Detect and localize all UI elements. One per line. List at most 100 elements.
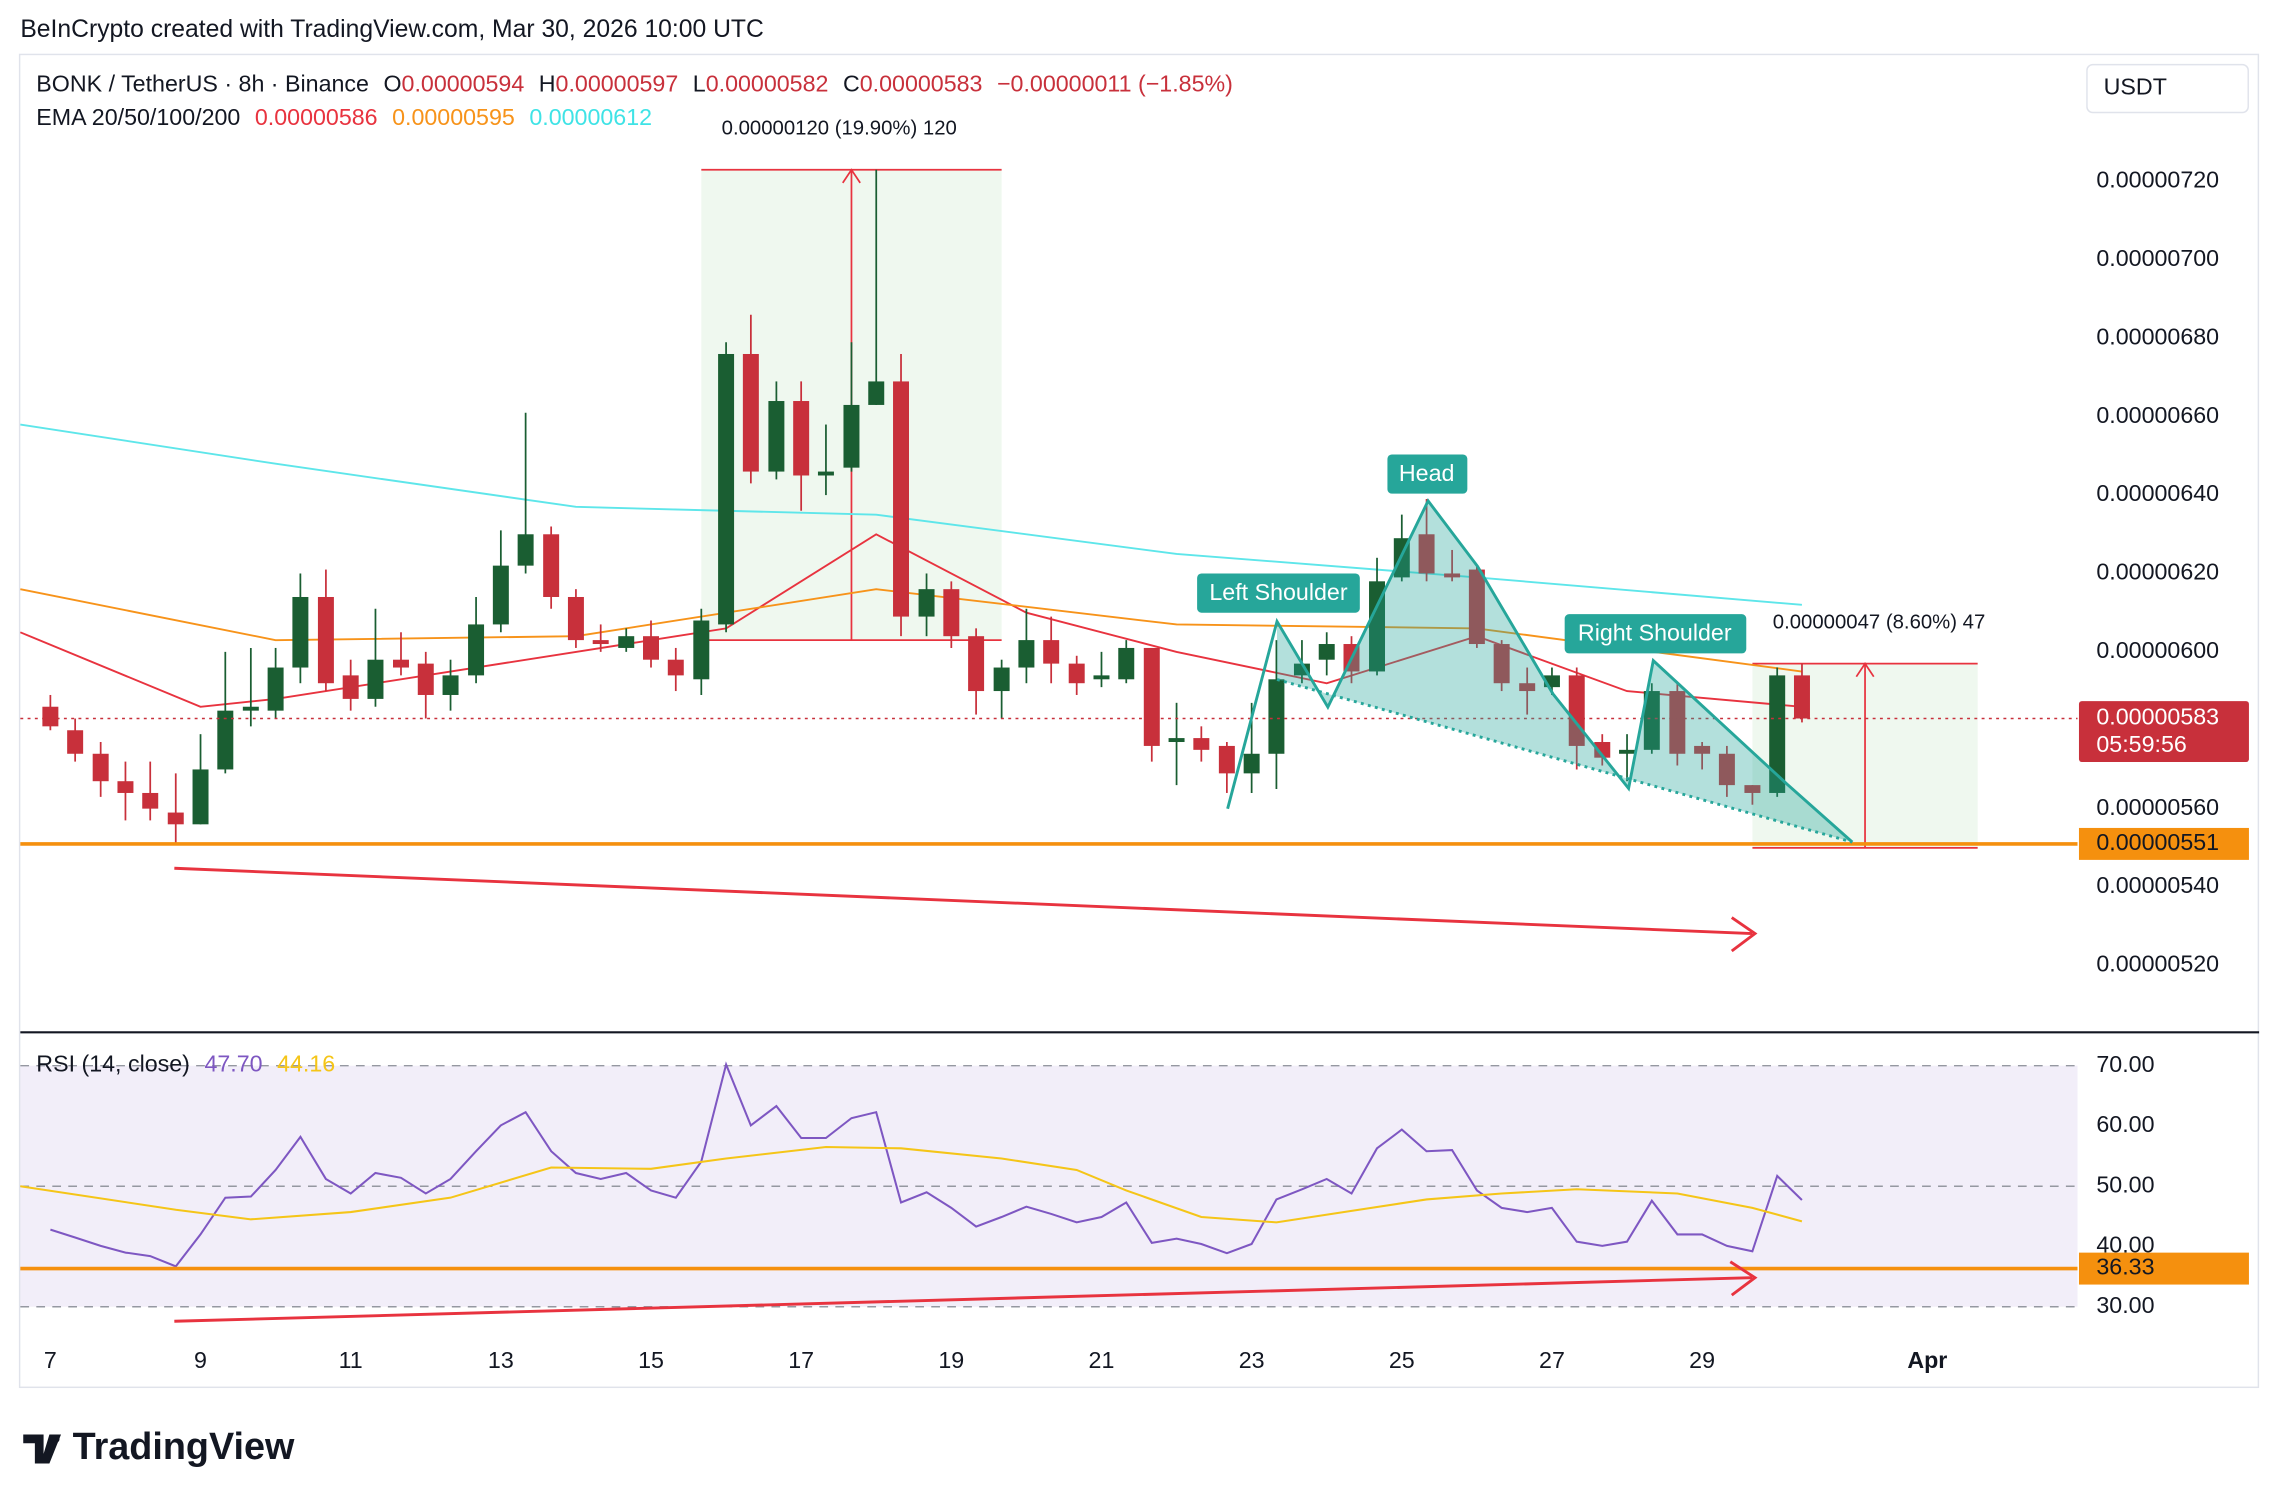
- candle-body: [1068, 663, 1085, 684]
- x-tick-label: 7: [44, 1347, 57, 1373]
- y-tick-label: 0.00000540: [2096, 872, 2219, 898]
- logo-text: TradingView: [73, 1426, 295, 1468]
- candle-body: [592, 640, 609, 645]
- candle-body: [943, 589, 960, 637]
- y-tick-label: 0.00000700: [2096, 245, 2219, 271]
- candle-body: [1193, 738, 1210, 750]
- candle-body: [918, 589, 935, 617]
- candle-body: [567, 596, 584, 641]
- candle-body: [468, 624, 485, 676]
- ema-legend: EMA 20/50/100/200 0.00000586 0.00000595 0.0…: [36, 104, 652, 130]
- candle-body: [893, 381, 910, 617]
- candle-body: [42, 706, 59, 727]
- label-box: [1197, 573, 1360, 613]
- candle-body: [417, 663, 434, 695]
- candle-body: [492, 565, 509, 625]
- candle-body: [1243, 753, 1260, 774]
- x-tick-label: 13: [488, 1347, 514, 1373]
- candle-body: [618, 636, 635, 648]
- chart-frame: [18, 53, 2260, 1389]
- y-tick-label: 0.00000600: [2096, 637, 2219, 663]
- x-tick-label: 27: [1539, 1347, 1565, 1373]
- arrow-head: [1730, 916, 1758, 953]
- support-label: 0.00000551: [2096, 829, 2219, 855]
- candle-body: [1718, 753, 1735, 786]
- candle-body: [442, 675, 459, 695]
- candle-body: [868, 381, 885, 405]
- currency: USDT: [2104, 74, 2167, 100]
- candle-body: [292, 596, 309, 668]
- pattern-neckline: [1276, 678, 1853, 844]
- candle-body: [393, 659, 409, 668]
- y-tick-label: 0.00000520: [2096, 951, 2219, 977]
- candle-body: [1793, 675, 1810, 719]
- x-tick-label: Apr: [1907, 1347, 1947, 1373]
- rsi-title: RSI (14, close): [36, 1051, 190, 1077]
- ohlc-value: 0.00000582: [706, 71, 829, 97]
- pattern-label: Left Shoulder: [1209, 579, 1347, 605]
- candle-body: [242, 706, 259, 711]
- ema-label: EMA 20/50/100/200: [36, 104, 240, 130]
- candle-body: [317, 596, 334, 684]
- x-tick-label: 25: [1389, 1347, 1415, 1373]
- pattern-fill: [1277, 500, 1853, 843]
- candle-body: [742, 353, 759, 472]
- rsi-line: [20, 1146, 1803, 1224]
- candle-body: [267, 667, 284, 711]
- x-tick-label: 9: [194, 1347, 207, 1373]
- x-tick-label: 29: [1689, 1347, 1715, 1373]
- candle-body: [793, 401, 810, 476]
- measure-label: 0.00000120 (19.90%) 120: [722, 118, 957, 140]
- x-tick-label: 21: [1089, 1347, 1115, 1373]
- rsi-legend: RSI (14, close) 47.70 44.16: [36, 1051, 335, 1077]
- candle-body: [1418, 534, 1435, 574]
- candle-body: [1519, 683, 1536, 692]
- price-label: 0.00000583: [2096, 704, 2219, 730]
- rsi-tick-label: 60.00: [2096, 1111, 2154, 1137]
- candle-body: [1118, 647, 1135, 680]
- ohlc-value: 0.00000594: [402, 71, 525, 97]
- rsi-support-label: 36.33: [2096, 1254, 2154, 1280]
- x-tick-label: 11: [339, 1347, 363, 1373]
- candle-body: [693, 620, 710, 680]
- support-box: [2078, 827, 2249, 860]
- candle-body: [67, 730, 84, 754]
- price-box: [2078, 701, 2249, 763]
- candle-body: [367, 659, 384, 699]
- y-tick-label: 0.00000560: [2096, 794, 2219, 820]
- rsi-support-box: [2078, 1252, 2249, 1285]
- candle-body: [1444, 573, 1461, 578]
- measure-arrow-head: [842, 168, 861, 184]
- candle-body: [1493, 644, 1510, 684]
- candle-body: [1043, 640, 1060, 664]
- rsi-tick-label: 70.00: [2096, 1051, 2154, 1077]
- ohlc-key: H: [539, 71, 556, 97]
- pattern-label: Right Shoulder: [1578, 620, 1732, 646]
- candle-body: [1694, 745, 1711, 754]
- ohlc-key: L: [693, 71, 706, 97]
- x-tick-label: 23: [1239, 1347, 1265, 1373]
- x-tick-label: 15: [638, 1347, 664, 1373]
- candle-body: [768, 401, 785, 472]
- logo-dot: [50, 1434, 60, 1444]
- candle-body: [1619, 749, 1636, 754]
- candle-body: [517, 534, 534, 566]
- head-shoulders-pattern: [1226, 498, 1854, 844]
- trend-arrow: [174, 1276, 1753, 1323]
- x-tick-label: 19: [938, 1347, 964, 1373]
- change: −0.00000011 (−1.85%): [997, 71, 1233, 97]
- candle-body: [543, 534, 560, 597]
- ema-value: 0.00000595: [392, 104, 515, 130]
- ohlc-value: 0.00000597: [556, 71, 679, 97]
- ohlc-value: 0.00000583: [860, 71, 983, 97]
- arrow-head: [1729, 1260, 1758, 1297]
- symbol-legend: BONK / TetherUS · 8h · Binance O0.0000059…: [36, 71, 1233, 97]
- main-layer: [19, 168, 2078, 1308]
- candle-body: [1543, 675, 1560, 688]
- candle-body: [117, 781, 134, 793]
- y-tick-label: 0.00000640: [2096, 480, 2219, 506]
- y-tick-label: 0.00000720: [2096, 167, 2219, 193]
- candle-body: [643, 636, 659, 660]
